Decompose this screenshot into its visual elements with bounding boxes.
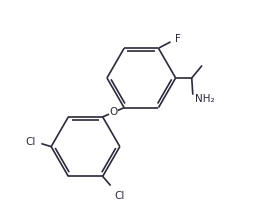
Text: Cl: Cl <box>26 137 36 147</box>
Text: Cl: Cl <box>114 191 124 200</box>
Text: F: F <box>175 34 181 44</box>
Text: O: O <box>109 107 118 117</box>
Text: NH₂: NH₂ <box>195 94 214 104</box>
